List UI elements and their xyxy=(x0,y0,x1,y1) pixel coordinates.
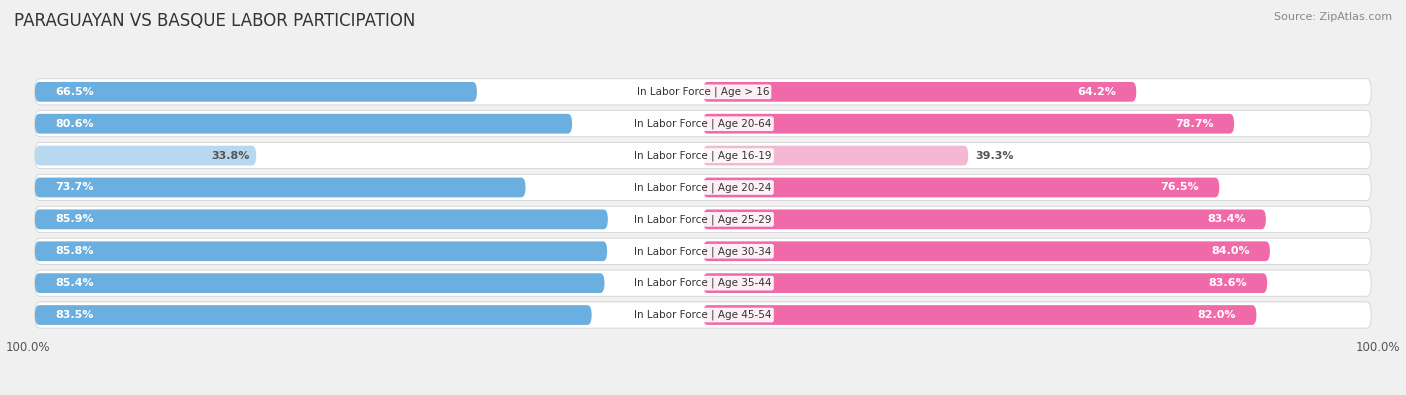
FancyBboxPatch shape xyxy=(35,241,607,261)
FancyBboxPatch shape xyxy=(703,114,1234,134)
Text: In Labor Force | Age 25-29: In Labor Force | Age 25-29 xyxy=(634,214,772,225)
Text: 66.5%: 66.5% xyxy=(55,87,94,97)
FancyBboxPatch shape xyxy=(703,178,1219,198)
Text: 80.6%: 80.6% xyxy=(55,119,94,129)
Text: In Labor Force | Age > 16: In Labor Force | Age > 16 xyxy=(637,87,769,97)
Text: In Labor Force | Age 16-19: In Labor Force | Age 16-19 xyxy=(634,150,772,161)
Text: 39.3%: 39.3% xyxy=(974,150,1014,161)
FancyBboxPatch shape xyxy=(703,146,969,166)
FancyBboxPatch shape xyxy=(703,209,1265,229)
FancyBboxPatch shape xyxy=(35,143,1371,169)
Text: 78.7%: 78.7% xyxy=(1175,119,1213,129)
Text: 84.0%: 84.0% xyxy=(1211,246,1250,256)
Legend: Paraguayan, Basque: Paraguayan, Basque xyxy=(607,391,799,395)
Text: 82.0%: 82.0% xyxy=(1198,310,1236,320)
FancyBboxPatch shape xyxy=(35,273,605,293)
Text: 83.6%: 83.6% xyxy=(1208,278,1247,288)
Text: 64.2%: 64.2% xyxy=(1077,87,1116,97)
FancyBboxPatch shape xyxy=(703,273,1267,293)
Text: 85.8%: 85.8% xyxy=(55,246,94,256)
Text: 85.4%: 85.4% xyxy=(55,278,94,288)
FancyBboxPatch shape xyxy=(35,111,1371,137)
FancyBboxPatch shape xyxy=(703,241,1270,261)
Text: 85.9%: 85.9% xyxy=(55,214,94,224)
Text: 73.7%: 73.7% xyxy=(55,182,94,192)
FancyBboxPatch shape xyxy=(35,302,1371,328)
FancyBboxPatch shape xyxy=(703,82,1136,102)
Text: In Labor Force | Age 35-44: In Labor Force | Age 35-44 xyxy=(634,278,772,288)
Text: In Labor Force | Age 20-24: In Labor Force | Age 20-24 xyxy=(634,182,772,193)
FancyBboxPatch shape xyxy=(35,270,1371,296)
Text: 83.4%: 83.4% xyxy=(1206,214,1246,224)
FancyBboxPatch shape xyxy=(35,178,526,198)
FancyBboxPatch shape xyxy=(35,206,1371,232)
FancyBboxPatch shape xyxy=(35,114,572,134)
Text: 83.5%: 83.5% xyxy=(55,310,93,320)
FancyBboxPatch shape xyxy=(35,175,1371,201)
Text: In Labor Force | Age 20-64: In Labor Force | Age 20-64 xyxy=(634,118,772,129)
FancyBboxPatch shape xyxy=(703,305,1257,325)
Text: In Labor Force | Age 45-54: In Labor Force | Age 45-54 xyxy=(634,310,772,320)
Text: In Labor Force | Age 30-34: In Labor Force | Age 30-34 xyxy=(634,246,772,256)
FancyBboxPatch shape xyxy=(35,305,592,325)
FancyBboxPatch shape xyxy=(35,82,477,102)
FancyBboxPatch shape xyxy=(35,79,1371,105)
FancyBboxPatch shape xyxy=(35,146,256,166)
Text: Source: ZipAtlas.com: Source: ZipAtlas.com xyxy=(1274,12,1392,22)
Text: 33.8%: 33.8% xyxy=(211,150,249,161)
FancyBboxPatch shape xyxy=(35,238,1371,264)
FancyBboxPatch shape xyxy=(35,209,607,229)
Text: 76.5%: 76.5% xyxy=(1160,182,1199,192)
Text: PARAGUAYAN VS BASQUE LABOR PARTICIPATION: PARAGUAYAN VS BASQUE LABOR PARTICIPATION xyxy=(14,12,415,30)
